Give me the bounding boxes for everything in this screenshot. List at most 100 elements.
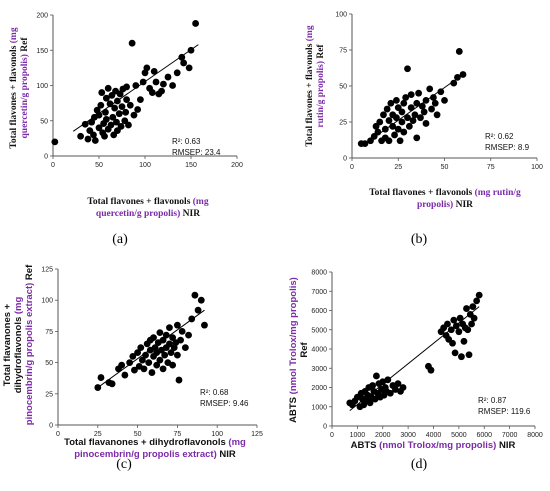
data-point [162, 331, 170, 339]
data-point [160, 80, 167, 88]
y-axis-label-part: Total flavones + flavonols [9, 43, 19, 148]
data-point [159, 365, 167, 373]
panel-label: (a) [112, 232, 128, 247]
data-point [411, 111, 419, 119]
y-axis-label-part: Ref [316, 44, 326, 61]
y-tick-label: 8000 [311, 270, 327, 277]
data-point [201, 321, 208, 329]
rmsep-label: RMSEP: 9.46 [200, 399, 249, 408]
data-point [400, 99, 408, 107]
data-point [134, 349, 142, 357]
data-point [118, 103, 126, 111]
data-point [159, 336, 167, 344]
data-point [104, 84, 112, 92]
x-axis-label-part: NIR [180, 209, 200, 219]
data-point [433, 111, 441, 119]
y-tick-label: 0 [343, 156, 347, 163]
y-axis-label-part: quercetin/g propolis) [19, 54, 30, 138]
data-point [361, 140, 369, 148]
data-point [454, 73, 461, 81]
data-point [402, 94, 410, 101]
y-axis-label-part: Total flavanones + [2, 303, 13, 386]
r2-label: R²: 0.87 [478, 396, 507, 405]
x-axis-label-part: Total flavones + flavonols [369, 188, 474, 198]
data-point [422, 120, 430, 127]
data-point [126, 101, 134, 109]
data-point [455, 48, 463, 55]
data-point [450, 316, 458, 324]
data-point [456, 314, 464, 322]
x-tick-label: 200 [231, 162, 243, 169]
y-tick-label: 75 [339, 48, 347, 55]
data-point [153, 361, 161, 369]
chart-d: 0 1000 2000 3000 4000 5000 6000 7000 8000 0 1000 20… [288, 270, 543, 473]
data-point [387, 99, 395, 107]
data-point [407, 104, 415, 111]
data-point [94, 384, 102, 391]
data-point [185, 331, 192, 339]
data-point [393, 97, 400, 104]
data-point [376, 118, 384, 126]
y-axis-label-part: (mg [13, 297, 24, 315]
x-tick-label: 75 [174, 431, 182, 438]
y-axis-label-part: ABTS [288, 394, 299, 423]
data-point [178, 53, 186, 61]
x-tick-label: 1000 [350, 432, 366, 439]
y-axis-label: dihydroflavonols (mg [13, 297, 24, 394]
data-point [383, 105, 391, 113]
y-tick-label: 50 [339, 84, 347, 91]
x-tick-label: 100 [139, 162, 151, 169]
data-point [452, 322, 460, 330]
x-tick-label: 3000 [400, 432, 416, 439]
data-point [444, 320, 451, 328]
data-point [115, 110, 123, 118]
x-axis-label-part: Total flavones + flavonols [87, 197, 192, 207]
x-tick-label: 150 [185, 162, 197, 169]
x-tick-label: 0 [56, 431, 60, 438]
data-point [470, 314, 478, 322]
data-point [95, 111, 103, 119]
data-point [134, 106, 142, 113]
data-point [158, 87, 165, 95]
y-tick-label: 0 [44, 154, 48, 161]
data-point [455, 328, 463, 336]
rmsep-label: RMSEP: 8.9 [485, 143, 530, 152]
data-point [447, 326, 455, 334]
x-axis-label-part: pinocembrin/g propolis extract) [74, 449, 217, 460]
x-axis-label: quercetin/g propolis) NIR [96, 208, 200, 219]
data-point [181, 344, 189, 352]
y-axis-label: Total flavones + flavonols (mg [8, 27, 19, 148]
data-point [427, 366, 435, 374]
data-point [156, 329, 164, 337]
data-point [101, 132, 108, 140]
y-axis-label: ABTS (nmol Trolox/mg propolis) [288, 277, 299, 423]
data-point [77, 132, 84, 140]
data-point [156, 356, 164, 364]
data-point [422, 97, 430, 104]
x-tick-label: 50 [134, 431, 142, 438]
data-point [384, 376, 392, 384]
data-point [142, 351, 149, 359]
data-point [121, 371, 129, 379]
y-axis-label-part: Total flavones + flavonols [305, 41, 315, 146]
r2-label: R²: 0.68 [200, 388, 229, 397]
y-axis-label: rutin/g propolis) Ref [315, 44, 326, 128]
rmsep-label: RMSEP: 119.6 [478, 407, 531, 416]
data-point [140, 365, 148, 373]
data-point [111, 104, 119, 112]
x-axis-label: Total flavanones + dihydroflavonols (mg [64, 437, 246, 448]
x-tick-label: 0 [350, 164, 354, 171]
x-axis-label-part: (nmol Trolox/mg propolis) [379, 440, 496, 451]
data-point [174, 321, 181, 329]
data-point [116, 90, 124, 98]
data-point [150, 68, 158, 75]
data-point [126, 359, 134, 366]
data-point [164, 73, 172, 81]
data-point [366, 399, 374, 407]
data-point [417, 114, 424, 122]
x-axis-label-part: (mg rutin/g [475, 187, 521, 198]
y-axis-label-part: rutin/g propolis) [315, 61, 326, 128]
data-point [109, 113, 117, 121]
data-point [84, 135, 92, 143]
y-tick-label: 3000 [311, 366, 327, 373]
